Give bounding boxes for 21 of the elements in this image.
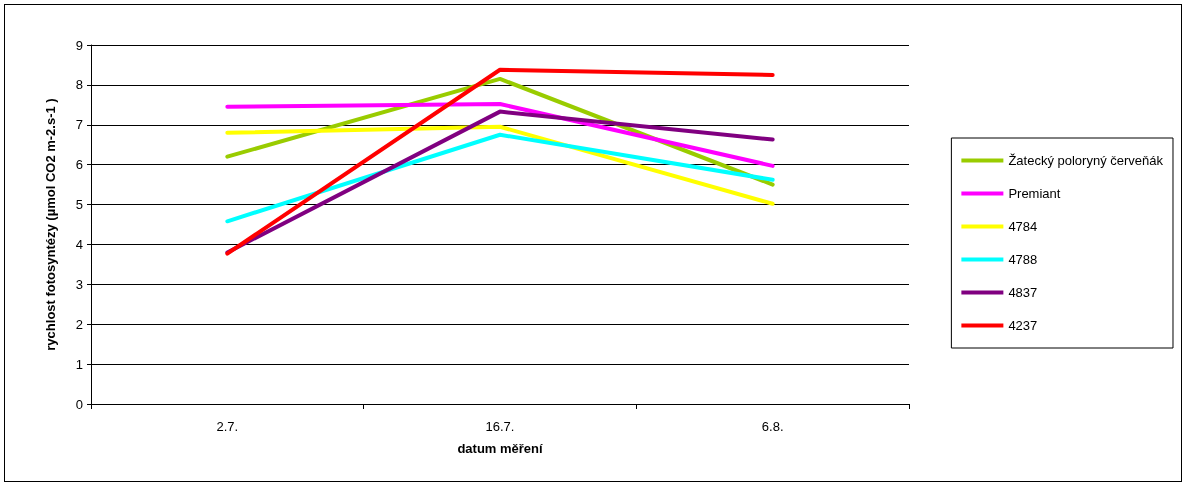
x-tick-label: 2.7.: [216, 419, 239, 434]
legend-label: 4784: [1008, 219, 1038, 234]
y-tick-label: 4: [75, 236, 83, 252]
y-tick-label: 1: [75, 356, 83, 372]
y-tick-label: 0: [75, 396, 83, 412]
y-tick-label: 6: [75, 157, 83, 173]
x-tick-label: 6.8.: [761, 419, 784, 434]
legend-label: Žatecký poloryný červeňák: [1008, 153, 1164, 168]
y-axis-title: rychlost fotosyntézy (µmol CO2 m-2.s-1 ): [43, 98, 58, 351]
y-tick-label: 8: [75, 77, 83, 93]
legend-label: 4237: [1008, 318, 1038, 333]
y-tick-label: 9: [75, 37, 83, 53]
legend-label: Premiant: [1008, 186, 1061, 201]
legend-label: 4837: [1008, 285, 1038, 300]
legend-label: 4788: [1008, 252, 1038, 267]
y-tick-label: 2: [75, 316, 83, 332]
y-tick-label: 3: [75, 276, 83, 292]
x-axis-title: datum měření: [457, 441, 544, 456]
y-tick-label: 5: [75, 197, 83, 213]
y-tick-label: 7: [75, 117, 83, 133]
x-tick-label: 16.7.: [485, 419, 515, 434]
